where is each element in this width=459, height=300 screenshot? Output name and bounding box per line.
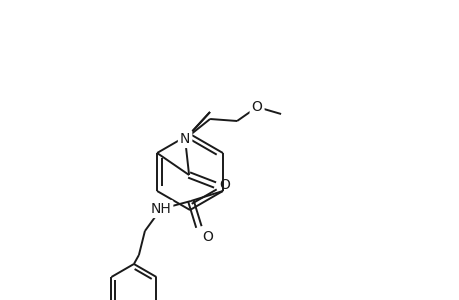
Text: O: O bbox=[218, 178, 230, 192]
Text: NH: NH bbox=[150, 202, 171, 216]
Text: N: N bbox=[179, 132, 190, 146]
Text: O: O bbox=[251, 100, 262, 114]
Text: O: O bbox=[202, 230, 213, 244]
